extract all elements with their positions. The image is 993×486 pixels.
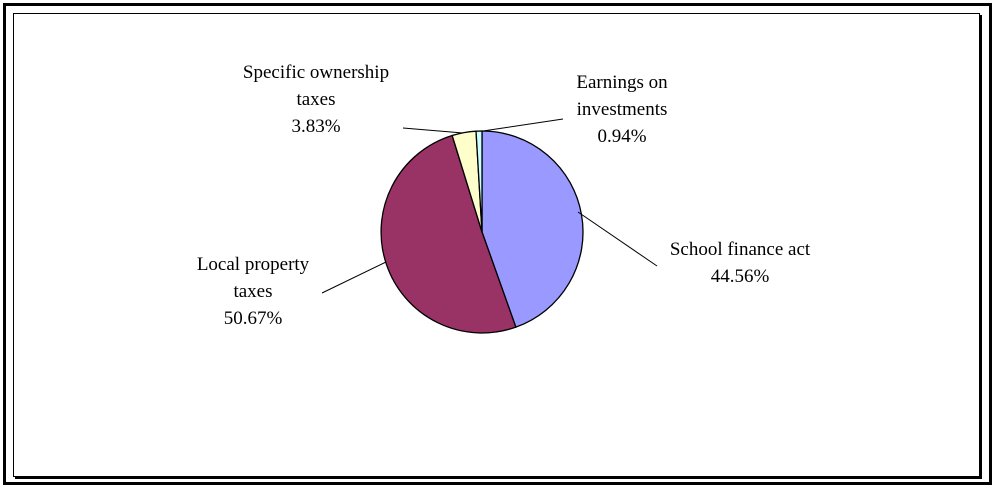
slice-value-label-1: 50.67% — [224, 308, 283, 329]
slice-label-3-line-0: Earnings on — [576, 72, 668, 93]
leader-line-2 — [402, 127, 464, 134]
slice-label-0-line-0: School finance act — [670, 239, 811, 260]
slice-value-label-3: 0.94% — [597, 126, 646, 147]
pie-slice-3 — [475, 130, 483, 233]
slice-labels: School finance act 44.56% Local property ta… — [197, 62, 811, 329]
chart-frame-outer — [3, 3, 992, 485]
pie-slices — [380, 130, 584, 334]
slice-label-2-line-1: taxes — [296, 89, 335, 110]
slice-label-1-line-0: Local property — [197, 254, 310, 275]
leader-line-0 — [577, 211, 658, 267]
slice-label-2-line-0: Specific ownership — [243, 62, 389, 83]
leader-line-1 — [321, 261, 387, 294]
slice-label-1-line-1: taxes — [233, 281, 272, 302]
slice-value-label-2: 3.83% — [291, 116, 340, 137]
slice-label-3-line-1: investments — [577, 99, 668, 120]
leader-lines — [321, 118, 658, 294]
slice-value-label-0: 44.56% — [711, 266, 770, 287]
pie-slice-1 — [380, 134, 517, 334]
leader-line-3 — [482, 118, 564, 132]
